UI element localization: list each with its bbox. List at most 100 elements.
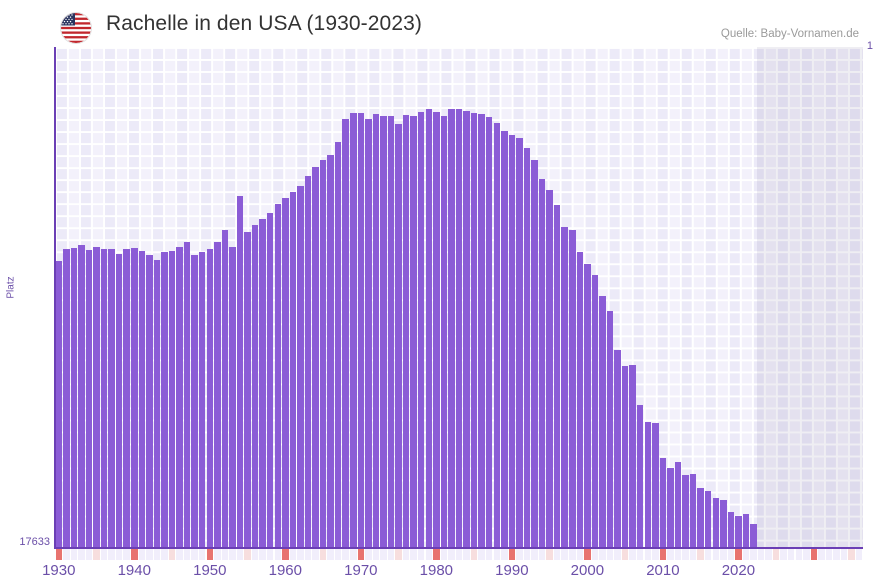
bar bbox=[85, 249, 93, 548]
bar bbox=[569, 229, 576, 548]
x-tick-half bbox=[848, 549, 855, 560]
x-tick-minor bbox=[108, 549, 115, 560]
bar bbox=[455, 108, 463, 548]
x-tick-minor bbox=[176, 549, 183, 560]
bar bbox=[380, 116, 387, 548]
bar bbox=[236, 195, 244, 548]
x-tick-minor bbox=[840, 549, 848, 560]
bar bbox=[55, 260, 62, 548]
x-axis-tick-label: 1960 bbox=[268, 562, 302, 579]
x-tick-minor bbox=[229, 549, 236, 560]
x-tick-minor bbox=[652, 549, 659, 560]
x-tick-half bbox=[319, 549, 327, 560]
x-tick-minor bbox=[100, 549, 108, 560]
x-axis-tick-label: 1930 bbox=[42, 562, 76, 579]
bar bbox=[727, 511, 735, 548]
x-tick-minor bbox=[531, 549, 538, 560]
bar bbox=[697, 488, 704, 548]
x-axis-tick-label: 2000 bbox=[570, 562, 605, 579]
x-tick-minor bbox=[312, 549, 319, 560]
bar bbox=[372, 114, 380, 548]
x-tick-major bbox=[508, 549, 516, 560]
bar bbox=[704, 490, 712, 548]
bar bbox=[561, 226, 568, 548]
bar bbox=[546, 189, 553, 548]
bar bbox=[199, 252, 206, 548]
x-tick-major bbox=[659, 549, 667, 560]
bar bbox=[214, 241, 221, 548]
bar bbox=[229, 247, 236, 548]
x-tick-minor bbox=[818, 549, 825, 560]
bar bbox=[63, 249, 70, 548]
bar bbox=[191, 254, 198, 548]
bar bbox=[244, 231, 251, 548]
x-tick-minor bbox=[387, 549, 395, 560]
bar bbox=[402, 114, 410, 548]
x-axis-tick-label: 1940 bbox=[117, 562, 151, 579]
x-tick-half bbox=[244, 549, 251, 560]
x-tick-minor bbox=[855, 549, 863, 560]
bar bbox=[720, 500, 727, 548]
x-tick-minor bbox=[183, 549, 191, 560]
x-tick-minor bbox=[199, 549, 206, 560]
x-tick-major bbox=[584, 549, 591, 560]
x-tick-minor bbox=[636, 549, 644, 560]
x-tick-minor bbox=[448, 549, 455, 560]
x-tick-minor bbox=[765, 549, 772, 560]
bar bbox=[470, 112, 478, 548]
x-tick-minor bbox=[569, 549, 576, 560]
x-tick-major bbox=[131, 549, 138, 560]
x-tick-minor bbox=[720, 549, 727, 560]
x-tick-minor bbox=[674, 549, 682, 560]
bar bbox=[493, 122, 500, 548]
bar bbox=[115, 254, 123, 548]
x-tick-minor bbox=[667, 549, 674, 560]
x-tick-half bbox=[93, 549, 100, 560]
x-tick-half bbox=[772, 549, 780, 560]
x-tick-minor bbox=[833, 549, 840, 560]
x-tick-minor bbox=[614, 549, 621, 560]
x-axis-tick-label: 2020 bbox=[721, 562, 756, 579]
bar bbox=[168, 251, 176, 548]
bar bbox=[591, 275, 599, 548]
bar bbox=[161, 252, 168, 548]
bar bbox=[553, 204, 561, 548]
bar bbox=[440, 116, 448, 548]
x-tick-half bbox=[697, 549, 704, 560]
bar bbox=[652, 423, 659, 548]
bar bbox=[153, 259, 161, 548]
x-tick-minor bbox=[342, 549, 349, 560]
x-tick-minor bbox=[757, 549, 765, 560]
y-axis-title: Platz bbox=[5, 276, 17, 299]
x-axis-line bbox=[55, 547, 863, 549]
x-tick-minor bbox=[523, 549, 531, 560]
x-axis-tick-label: 1990 bbox=[495, 562, 529, 579]
bar bbox=[448, 109, 455, 548]
x-tick-minor bbox=[85, 549, 93, 560]
x-tick-major bbox=[282, 549, 289, 560]
x-tick-minor bbox=[327, 549, 334, 560]
page-title: Rachelle in den USA (1930-2023) bbox=[106, 12, 422, 35]
x-tick-half bbox=[395, 549, 402, 560]
x-tick-minor bbox=[704, 549, 712, 560]
x-tick-minor bbox=[138, 549, 146, 560]
x-tick-minor bbox=[146, 549, 153, 560]
x-tick-minor bbox=[553, 549, 561, 560]
x-tick-minor bbox=[350, 549, 357, 560]
no-data-overlay bbox=[757, 47, 863, 548]
x-tick-minor bbox=[463, 549, 470, 560]
x-tick-minor bbox=[629, 549, 636, 560]
x-axis-tick-label: 1980 bbox=[419, 562, 454, 579]
x-tick-minor bbox=[410, 549, 417, 560]
bar bbox=[297, 186, 304, 548]
x-axis-labels: 1930 1940 1950 1960 1970 1980 1990 2000 2010 2020 bbox=[0, 562, 873, 586]
bar-series bbox=[55, 47, 863, 548]
x-tick-minor bbox=[266, 549, 274, 560]
x-tick-minor bbox=[115, 549, 123, 560]
bar bbox=[629, 364, 636, 548]
bar bbox=[410, 115, 417, 548]
x-tick-minor bbox=[742, 549, 750, 560]
bar bbox=[131, 248, 138, 548]
bar bbox=[206, 249, 214, 548]
